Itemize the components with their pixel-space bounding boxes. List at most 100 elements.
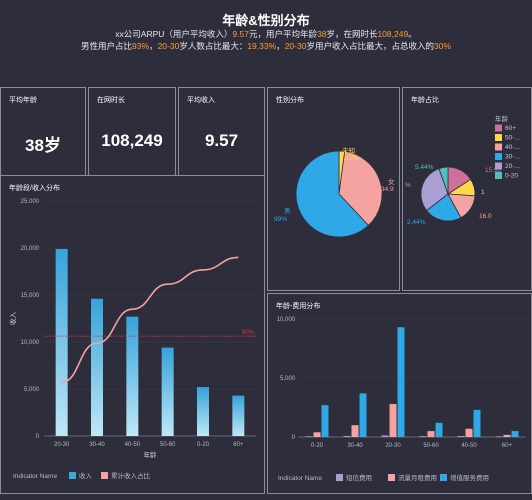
legend-swatch: [495, 134, 502, 141]
summary-line-1: xx公司ARPU（用户平均收入）9.57元，用户平均年龄38岁，在网时长108,…: [115, 29, 417, 39]
legend-swatch: [495, 143, 502, 151]
legend-swatch-cumulative: [101, 472, 108, 479]
slice-label: 5.44%: [415, 164, 434, 171]
fee-bar: [313, 432, 321, 437]
legend-swatch-income: [69, 472, 76, 479]
fee-bar: [435, 422, 443, 437]
gender-slice: [338, 150, 383, 226]
slice-label: 男: [284, 207, 291, 215]
legend-swatch: [495, 124, 502, 132]
y-tick-label: 0: [292, 435, 296, 441]
x-axis-title: 年龄: [144, 450, 158, 459]
legend-label: 短信费用: [346, 473, 372, 482]
kpi-value: 38岁: [25, 136, 61, 155]
legend-label: 40-...: [505, 144, 520, 151]
legend-swatch: [440, 474, 447, 481]
kpi-card-age: 平均年龄 38岁: [0, 87, 86, 177]
threshold-label: 80%: [242, 330, 255, 336]
fee-bar: [351, 425, 359, 437]
cumulative-share-line: [61, 256, 239, 384]
x-tick-label: 0-20: [197, 442, 210, 448]
legend-title: Indicator Name: [278, 475, 322, 482]
age-slice: [438, 166, 449, 195]
legend-label: 增值服务费用: [450, 473, 489, 482]
legend-label: 累计收入占比: [111, 471, 151, 480]
legend-label: 0-20: [505, 173, 518, 180]
y-tick-label: 10,000: [21, 340, 40, 346]
legend-swatch: [336, 474, 343, 481]
income-bar: [91, 298, 103, 436]
legend-swatch: [495, 172, 502, 179]
y-tick-label: 25,000: [21, 199, 40, 205]
slice-label: 1: [481, 189, 485, 196]
kpi-title: 在网时长: [97, 97, 125, 104]
x-tick-label: 20-30: [385, 443, 401, 449]
fee-bar: [495, 436, 503, 438]
age-pie-chart: 15.92 1 16.0 2.44%% 5.44% 年龄 60+ 50-... 40-... 30…: [405, 114, 520, 226]
income-bar: [161, 347, 174, 436]
x-tick-label: 60+: [502, 443, 513, 449]
legend-swatch: [495, 162, 502, 170]
x-tick-label: 30-40: [347, 443, 363, 449]
income-bar: [232, 395, 245, 436]
kpi-value: 9.57: [204, 131, 239, 150]
income-panel: 年龄段/收入分布 0 5,000 10,000 15,000 20,000 25,000 2…: [0, 175, 265, 494]
y-axis-title: 收入: [8, 312, 17, 326]
fee-bar: [457, 436, 465, 437]
age-share-panel: 年龄占比 15.92 1 16.0 2.44%% 5.44% 年龄 60+ 50-... 40-…: [402, 87, 532, 291]
legend-title: 年龄: [495, 114, 509, 123]
slice-label: %: [405, 182, 411, 189]
legend-label: 收入: [79, 471, 93, 480]
gender-pie-chart: 男99% 女34.9 未知2.12%: [274, 146, 395, 238]
slice-label: 女: [388, 177, 395, 186]
page-title: 年龄&性别分布: [222, 13, 310, 28]
kpi-value: 108,249: [101, 131, 163, 150]
fee-bar: [397, 327, 405, 437]
fee-bar: [305, 436, 313, 438]
panel-title: 性别分布: [276, 97, 304, 104]
fee-panel: 年龄-费用分布 0 5,000 10,000 0-20 30-40 20-30 50-60 4…: [267, 293, 532, 494]
panel-title: 年龄占比: [411, 97, 439, 104]
income-bar: [197, 387, 209, 436]
fee-bar: [503, 434, 511, 437]
kpi-title: 平均收入: [187, 97, 215, 104]
income-bar: [126, 316, 139, 436]
slice-percent: 2.12%: [340, 155, 359, 162]
x-tick-label: 50-60: [160, 442, 176, 448]
legend-title: Indicator Name: [13, 473, 57, 480]
kpi-title: 平均年龄: [9, 97, 37, 104]
summary-line-2: 男性用户占比93%，20-30岁人数占比最大：19.33%，20-30岁用户收入…: [81, 41, 451, 51]
legend-swatch: [388, 474, 395, 481]
y-tick-label: 15,000: [21, 293, 40, 299]
fee-bar: [511, 431, 519, 437]
legend-label: 流量月租费用: [398, 473, 437, 482]
legend-label: 20-...: [505, 163, 520, 170]
y-tick-label: 10,000: [277, 317, 296, 323]
y-tick-label: 0: [36, 434, 40, 440]
panel-title: 年龄段/收入分布: [9, 185, 60, 192]
slice-label: 16.0: [479, 213, 492, 220]
kpi-card-arpu: 平均收入 9.57: [178, 87, 265, 177]
fee-bar: [321, 405, 329, 437]
fee-bar: [473, 409, 481, 437]
x-tick-label: 50-60: [423, 443, 439, 449]
x-tick-label: 40-50: [461, 443, 477, 449]
x-tick-label: 20-30: [54, 442, 70, 448]
fee-bar-chart: 0 5,000 10,000 0-20 30-40 20-30 50-60 40-50 60+ I…: [277, 317, 526, 482]
slice-percent: 34.9: [381, 186, 394, 193]
slice-label: 15.92: [485, 167, 502, 174]
fee-bar: [419, 436, 427, 437]
y-tick-label: 20,000: [21, 246, 40, 252]
age-slice: [426, 193, 462, 222]
fee-bar: [359, 393, 367, 437]
x-tick-label: 60+: [233, 442, 244, 448]
x-tick-label: 40-50: [125, 442, 141, 448]
x-tick-label: 0-20: [311, 443, 324, 449]
fee-bar: [389, 403, 397, 437]
kpi-card-tenure: 在网时长 108,249: [88, 87, 176, 177]
x-tick-label: 30-40: [89, 442, 105, 448]
income-bar: [55, 248, 68, 436]
income-bar-chart: 0 5,000 10,000 15,000 20,000 25,000 20-30 30-40…: [8, 199, 256, 480]
fee-bar: [465, 428, 473, 437]
legend-label: 50-...: [505, 135, 520, 142]
